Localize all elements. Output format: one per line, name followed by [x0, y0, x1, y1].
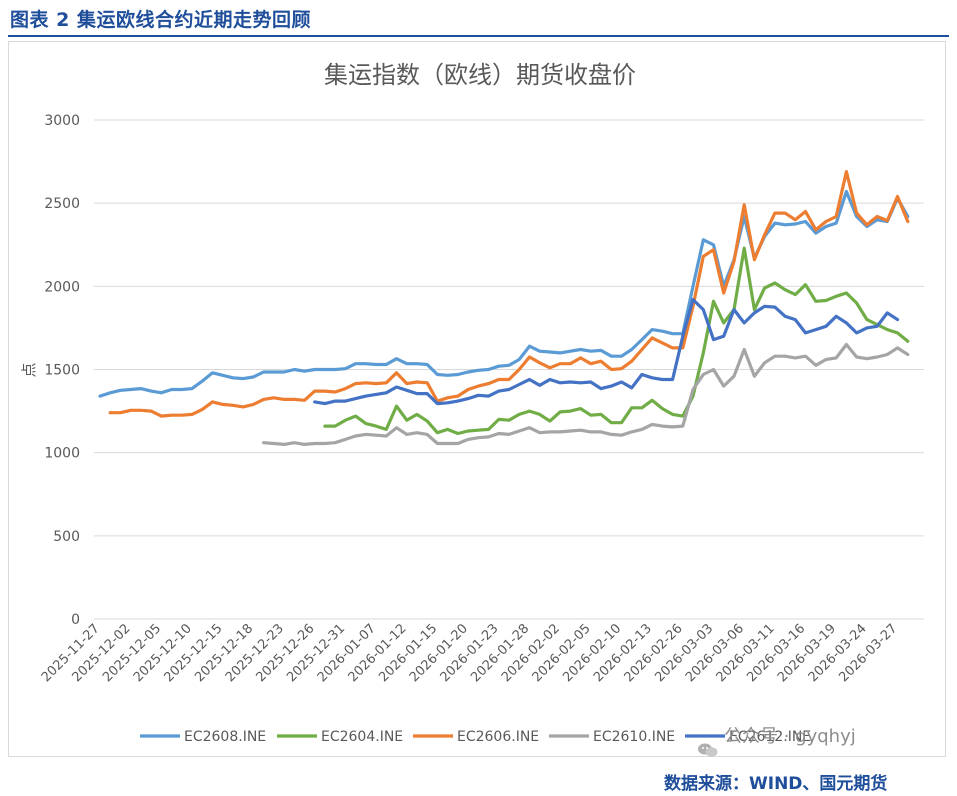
series-line-ec2604-ine [323, 246, 910, 436]
legend-label: EC2612.INE [729, 729, 811, 745]
watermark: 公众号 · gyqhyj [724, 726, 856, 747]
y-tick-label: 0 [71, 612, 80, 628]
figure-header: 图表 2 集运欧线合约近期走势回顾 [0, 0, 957, 38]
legend-label: EC2606.INE [457, 729, 539, 745]
y-axis-label: 点 [20, 362, 38, 377]
y-tick-label: 2500 [44, 196, 80, 212]
y-tick-label: 1000 [44, 446, 80, 462]
chart-title: 集运指数（欧线）期货收盘价 [324, 61, 636, 89]
y-axis-ticks: 0 500 1000 1500 2000 2500 3000 [44, 113, 80, 628]
gridlines [94, 119, 924, 620]
legend-label: EC2604.INE [321, 729, 403, 745]
legend-label: EC2608.INE [184, 729, 266, 745]
series-line-ec2610-ine [262, 342, 910, 446]
header-divider [8, 35, 949, 37]
legend: EC2608.INE EC2604.INE EC2606.INE EC2610.INE… [140, 729, 811, 745]
series-line-ec2606-ine [108, 170, 910, 418]
series-line-ec2608-ine [98, 189, 910, 398]
series-line-ec2612-ine [313, 298, 900, 406]
legend-label: EC2610.INE [593, 729, 675, 745]
y-tick-label: 2000 [44, 279, 80, 295]
y-tick-label: 1500 [44, 363, 80, 379]
source-note: 数据来源：WIND、国元期货 [664, 774, 888, 794]
y-tick-label: 3000 [44, 113, 80, 129]
wechat-icon [698, 743, 718, 757]
chart-frame [8, 41, 946, 757]
x-axis-ticks: 2025-11-272025-12-022025-12-052025-12-10… [39, 621, 901, 685]
series-lines [98, 170, 910, 446]
y-tick-label: 500 [53, 529, 80, 545]
figure-label: 图表 2 集运欧线合约近期走势回顾 [10, 9, 311, 31]
